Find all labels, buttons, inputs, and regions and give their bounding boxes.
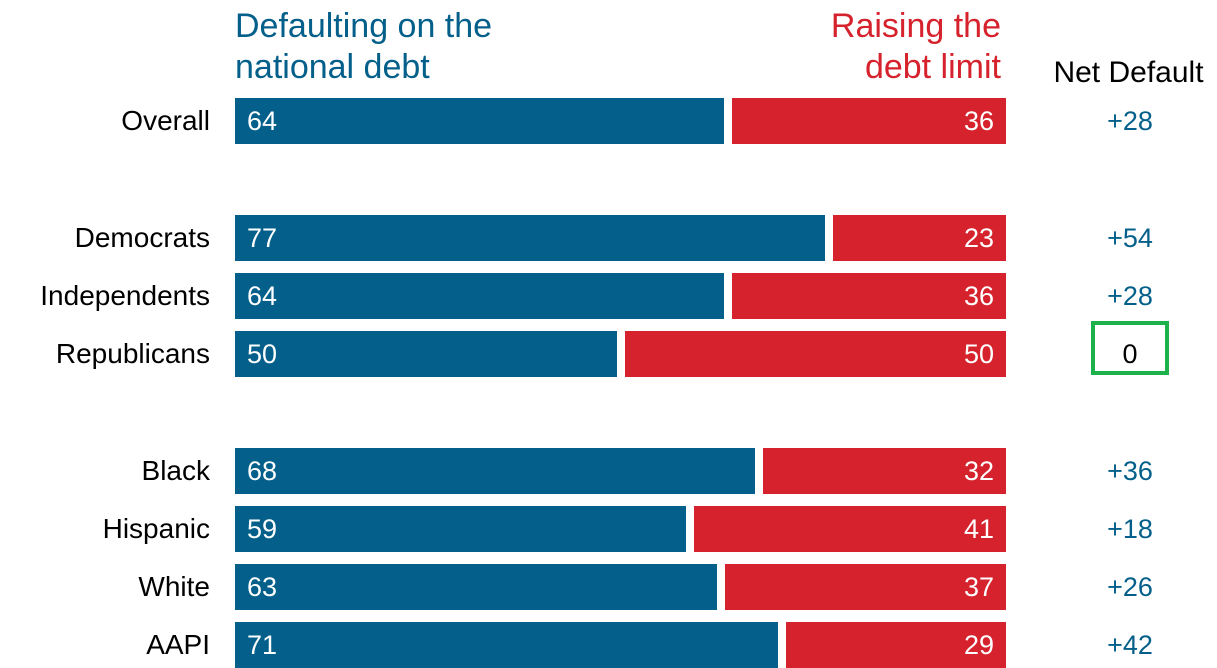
net-default-independents: +28	[1107, 281, 1153, 311]
row-label-white: White	[138, 571, 210, 602]
row-label-black: Black	[141, 455, 210, 486]
net-default-hispanic: +18	[1107, 514, 1153, 544]
highlight-box	[1091, 321, 1169, 375]
bar-raise-black: 32	[763, 448, 1006, 494]
legend-raise-line1: Raising the	[830, 7, 1001, 45]
legend-default-line1: Defaulting on the	[235, 7, 493, 45]
bar-default-hispanic: 59	[235, 506, 686, 552]
bar-default-democrats: 77	[235, 215, 825, 261]
bar-raise-aapi: 29	[786, 622, 1006, 668]
row-label-aapi: AAPI	[146, 629, 210, 660]
net-default-white: +26	[1107, 572, 1153, 602]
net-default-header: Net Default	[1053, 56, 1204, 89]
bar-raise-hispanic: 41	[694, 506, 1006, 552]
legend-default: Defaulting on the national debt	[235, 6, 595, 88]
bar-default-independents: 64	[235, 273, 724, 319]
row-label-overall: Overall	[121, 105, 210, 136]
net-default-republicans: 0	[1122, 339, 1138, 369]
row-label-hispanic: Hispanic	[102, 513, 210, 544]
bar-default-white: 63	[235, 564, 717, 610]
legend-raise: Raising the debt limit	[700, 6, 1001, 88]
net-default-democrats: +54	[1107, 223, 1153, 253]
net-default-black: +36	[1107, 456, 1153, 486]
row-label-republicans: Republicans	[55, 338, 210, 369]
net-default-overall: +28	[1107, 106, 1153, 136]
legend-default-line2: national debt	[235, 48, 430, 86]
net-default-aapi: +42	[1107, 630, 1153, 660]
bar-default-aapi: 71	[235, 622, 778, 668]
bar-raise-white: 37	[725, 564, 1006, 610]
bar-raise-democrats: 23	[833, 215, 1006, 261]
bar-default-overall: 64	[235, 98, 724, 144]
bar-raise-overall: 36	[732, 98, 1006, 144]
row-label-democrats: Democrats	[74, 222, 210, 253]
row-label-independents: Independents	[40, 280, 210, 311]
bar-raise-independents: 36	[732, 273, 1006, 319]
bar-default-republicans: 50	[235, 331, 617, 377]
legend-raise-line2: debt limit	[864, 48, 1001, 86]
bar-raise-republicans: 50	[625, 331, 1006, 377]
bar-default-black: 68	[235, 448, 755, 494]
